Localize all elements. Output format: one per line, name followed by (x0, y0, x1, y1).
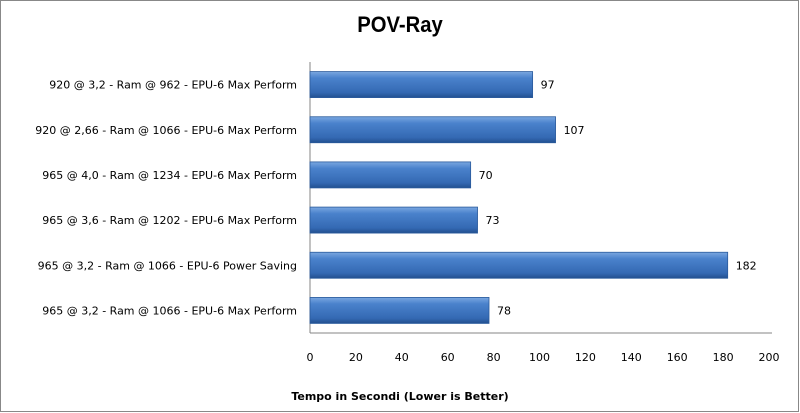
bar (309, 297, 490, 324)
category-label: 965 @ 4,0 - Ram @ 1234 - EPU-6 Max Perfo… (42, 169, 297, 182)
data-label: 78 (497, 304, 511, 317)
data-label: 70 (479, 169, 493, 182)
x-tick-label: 0 (307, 351, 314, 364)
bar (309, 116, 556, 144)
data-label: 73 (486, 214, 500, 227)
category-label: 965 @ 3,6 - Ram @ 1202 - EPU-6 Max Perfo… (42, 214, 297, 227)
x-tick-label: 140 (621, 351, 642, 364)
x-tick-label: 20 (349, 351, 363, 364)
category-label: 965 @ 3,2 - Ram @ 1066 - EPU-6 Max Perfo… (42, 304, 297, 317)
x-axis-label: Tempo in Secondi (Lower is Better) (291, 390, 509, 403)
x-tick-label: 200 (759, 351, 780, 364)
data-label: 107 (564, 124, 585, 137)
bar (309, 161, 472, 189)
bar (309, 71, 534, 98)
x-tick-label: 120 (575, 351, 596, 364)
x-tick-label: 80 (487, 351, 501, 364)
category-label: 965 @ 3,2 - Ram @ 1066 - EPU-6 Power Sav… (38, 259, 297, 272)
x-tick-label: 60 (441, 351, 455, 364)
data-label: 97 (541, 79, 555, 92)
category-label: 920 @ 3,2 - Ram @ 962 - EPU-6 Max Perfor… (49, 79, 297, 92)
chart-title: POV-Ray (357, 12, 443, 37)
x-tick-label: 40 (395, 351, 409, 364)
x-tick-label: 100 (529, 351, 550, 364)
x-tick-label: 160 (667, 351, 688, 364)
bar (309, 206, 478, 234)
bar (309, 251, 729, 279)
data-label: 182 (736, 259, 757, 272)
category-label: 920 @ 2,66 - Ram @ 1066 - EPU-6 Max Perf… (35, 124, 297, 137)
x-tick-label: 180 (713, 351, 734, 364)
